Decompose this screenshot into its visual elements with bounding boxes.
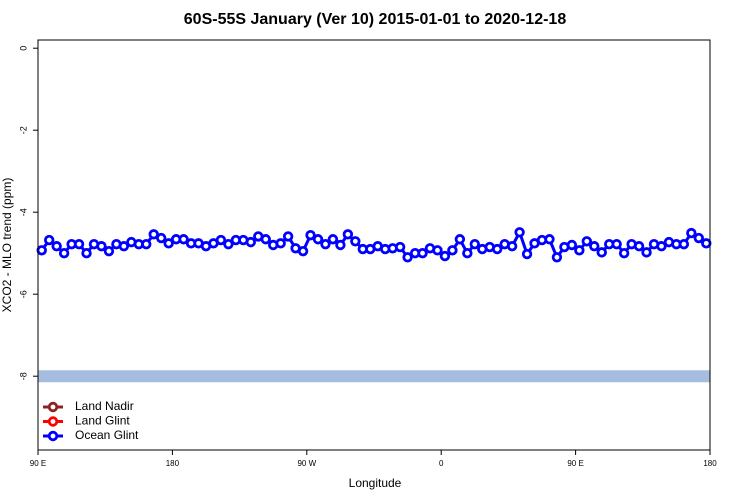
point (641, 247, 652, 258)
y-tick-label: 0 (18, 46, 28, 51)
point (305, 229, 316, 241)
y-tick-label: -4 (18, 208, 28, 216)
point (633, 241, 645, 252)
point (51, 241, 62, 252)
point (73, 238, 85, 250)
point (618, 247, 630, 259)
point (260, 234, 271, 245)
y-axis-label: XCO2 - MLO trend (ppm) (0, 178, 14, 313)
chart-title: 60S-55S January (Ver 10) 2015-01-01 to 2… (184, 11, 567, 28)
x-tick-label: 0 (439, 459, 444, 468)
legend-label: Land Glint (75, 414, 130, 428)
y-tick-label: -6 (18, 290, 28, 298)
legend-marker (47, 401, 59, 413)
legend-marker (47, 416, 59, 427)
point (103, 245, 115, 257)
point (312, 234, 324, 245)
point (701, 238, 712, 249)
point (656, 241, 667, 252)
point (589, 241, 600, 252)
point (327, 234, 339, 245)
point (394, 241, 406, 253)
point (521, 248, 533, 260)
point (118, 241, 130, 252)
point (36, 245, 47, 256)
point (44, 234, 55, 246)
x-tick-label: 180 (703, 459, 717, 468)
x-tick-label: 180 (166, 459, 180, 468)
point (275, 238, 286, 249)
point (335, 239, 346, 251)
point (514, 227, 525, 238)
point (342, 229, 354, 240)
point (544, 234, 555, 245)
point (223, 238, 234, 250)
point (581, 236, 592, 247)
point (551, 252, 563, 263)
legend-label: Land Nadir (75, 399, 134, 413)
x-tick-label: 90 W (297, 459, 316, 468)
legend-marker (47, 430, 59, 442)
point (141, 238, 152, 250)
point (215, 234, 227, 246)
point (596, 247, 607, 258)
point (417, 247, 428, 259)
point (678, 238, 690, 250)
point (492, 243, 503, 255)
point (506, 241, 518, 252)
x-tick-label: 90 E (30, 459, 46, 468)
point (439, 250, 451, 262)
point (611, 238, 622, 250)
point (566, 239, 578, 251)
point (320, 238, 331, 250)
x-axis-label: Longitude (349, 476, 402, 490)
plot-frame (37, 39, 711, 451)
point (245, 236, 256, 248)
y-tick-label: -2 (18, 126, 28, 134)
point (178, 234, 189, 245)
point (297, 245, 309, 257)
point (402, 252, 413, 263)
point (58, 247, 70, 259)
point (163, 238, 174, 249)
point (693, 232, 704, 244)
point (469, 238, 480, 250)
point (454, 234, 466, 245)
y-tick-label: -8 (18, 372, 28, 380)
point (432, 245, 443, 256)
point (462, 247, 473, 259)
point (96, 241, 107, 252)
point (148, 229, 159, 240)
point (574, 245, 585, 256)
point (686, 227, 697, 239)
legend-label: Ocean Glint (75, 428, 139, 442)
point (447, 245, 458, 256)
point (282, 231, 294, 242)
point (350, 236, 361, 247)
point (155, 232, 167, 244)
x-tick-label: 90 E (567, 459, 583, 468)
point (81, 247, 92, 259)
